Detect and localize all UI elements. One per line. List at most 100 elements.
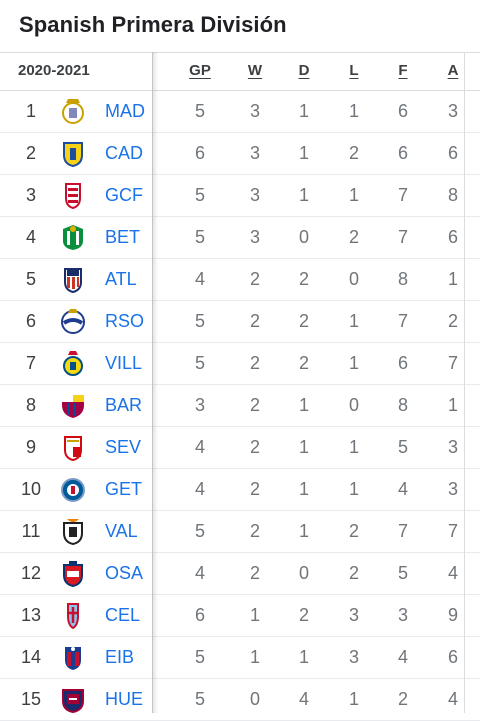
table-row[interactable]: 7 VILL 5 2 2 1 6 7 — [0, 342, 480, 385]
stat-l: 1 — [348, 101, 359, 121]
rank-cell: 11 — [21, 521, 41, 541]
rank-cell: 3 — [25, 185, 36, 205]
stat-a: 6 — [447, 143, 458, 163]
column-header-l[interactable]: L — [349, 62, 359, 79]
stat-d: 1 — [298, 521, 309, 541]
stat-l: 0 — [348, 395, 359, 415]
team-link[interactable]: GCF — [105, 185, 143, 205]
stat-d: 2 — [298, 311, 309, 331]
stat-gp: 4 — [194, 437, 205, 457]
table-row[interactable]: 10 GET 4 2 1 1 4 3 — [0, 468, 480, 511]
valencia-crest-icon — [63, 519, 83, 545]
column-header-f[interactable]: F — [398, 62, 408, 79]
table-row[interactable]: 11 VAL 5 2 1 2 7 7 — [0, 510, 480, 553]
stat-d: 4 — [298, 689, 309, 709]
stat-a: 7 — [447, 521, 458, 541]
stat-l: 1 — [348, 353, 359, 373]
stat-f: 7 — [397, 311, 408, 331]
column-header-w[interactable]: W — [247, 62, 263, 79]
team-link[interactable]: RSO — [105, 311, 145, 331]
team-link[interactable]: HUE — [105, 689, 144, 709]
stat-gp: 4 — [194, 479, 205, 499]
team-link[interactable]: EIB — [105, 647, 135, 667]
real-madrid-crest-icon — [62, 99, 84, 124]
stat-f: 7 — [397, 185, 408, 205]
stat-gp: 4 — [194, 269, 205, 289]
stat-w: 2 — [249, 437, 260, 457]
stat-d: 1 — [298, 437, 309, 457]
rank-cell: 5 — [25, 269, 36, 289]
cadiz-crest-icon — [63, 142, 83, 167]
stat-gp: 5 — [194, 227, 205, 247]
column-header-a[interactable]: A — [447, 62, 459, 79]
rank-cell: 9 — [25, 437, 36, 457]
stat-f: 4 — [397, 647, 408, 667]
stat-gp: 5 — [194, 311, 205, 331]
team-link[interactable]: VILL — [105, 353, 143, 373]
stat-w: 1 — [249, 605, 260, 625]
team-link[interactable]: ATL — [105, 269, 137, 289]
stat-gp: 5 — [194, 353, 205, 373]
column-header-d[interactable]: D — [298, 62, 310, 79]
stat-gp: 3 — [194, 395, 205, 415]
stat-a: 3 — [447, 479, 458, 499]
stat-gp: 5 — [194, 521, 205, 541]
table-row[interactable]: 12 OSA 4 2 0 2 5 4 — [0, 552, 480, 595]
stat-w: 0 — [249, 689, 260, 709]
stat-l: 1 — [348, 479, 359, 499]
page-title: Spanish Primera División — [19, 12, 287, 37]
table-row[interactable]: 14 EIB 5 1 1 3 4 6 — [0, 636, 480, 679]
team-link[interactable]: MAD — [105, 101, 145, 121]
stat-f: 2 — [397, 689, 408, 709]
stat-l: 2 — [348, 521, 359, 541]
barcelona-crest-icon — [62, 395, 84, 418]
stat-d: 1 — [298, 647, 309, 667]
stat-a: 9 — [447, 605, 458, 625]
stat-gp: 5 — [194, 101, 205, 121]
table-row[interactable]: 4 BET 5 3 0 2 7 6 — [0, 216, 480, 259]
team-link[interactable]: CAD — [105, 143, 144, 163]
rank-cell: 2 — [25, 143, 36, 163]
atletico-crest-icon — [64, 268, 82, 293]
rank-cell: 1 — [25, 101, 36, 121]
team-link[interactable]: SEV — [105, 437, 142, 457]
sevilla-crest-icon — [64, 436, 82, 461]
table-row[interactable]: 15 HUE 5 0 4 1 2 4 — [0, 678, 480, 721]
standings-table — [0, 52, 480, 714]
getafe-crest-icon — [61, 478, 85, 502]
rank-cell: 15 — [20, 689, 42, 709]
stat-w: 1 — [249, 647, 260, 667]
stat-d: 1 — [298, 395, 309, 415]
table-row[interactable]: 13 CEL 6 1 2 3 3 9 — [0, 594, 480, 637]
stat-a: 4 — [447, 689, 458, 709]
stat-w: 2 — [249, 269, 260, 289]
table-row[interactable]: 5 ATL 4 2 2 0 8 1 — [0, 258, 480, 301]
table-row[interactable]: 9 SEV 4 2 1 1 5 3 — [0, 426, 480, 469]
team-link[interactable]: BET — [105, 227, 141, 247]
team-link[interactable]: BAR — [105, 395, 143, 415]
stat-gp: 4 — [194, 563, 205, 583]
huesca-crest-icon — [62, 689, 84, 713]
stat-w: 2 — [249, 353, 260, 373]
table-row[interactable]: 2 CAD 6 3 1 2 6 6 — [0, 132, 480, 175]
column-header-gp[interactable]: GP — [189, 62, 211, 79]
stat-a: 6 — [447, 227, 458, 247]
table-row[interactable]: 3 GCF 5 3 1 1 7 8 — [0, 174, 480, 217]
team-link[interactable]: OSA — [105, 563, 144, 583]
team-link[interactable]: VAL — [105, 521, 138, 541]
stat-gp: 5 — [194, 689, 205, 709]
stat-gp: 6 — [194, 143, 205, 163]
team-link[interactable]: CEL — [105, 605, 141, 625]
stat-a: 4 — [447, 563, 458, 583]
stat-d: 2 — [298, 353, 309, 373]
stat-f: 5 — [397, 437, 408, 457]
table-row[interactable]: 1 MAD 5 3 1 1 6 3 — [0, 90, 480, 133]
stat-d: 0 — [298, 227, 309, 247]
stat-d: 2 — [298, 269, 309, 289]
team-link[interactable]: GET — [105, 479, 143, 499]
stat-l: 0 — [348, 269, 359, 289]
table-row[interactable]: 6 RSO 5 2 2 1 7 2 — [0, 300, 480, 343]
real-sociedad-crest-icon — [61, 309, 85, 334]
table-row[interactable]: 8 BAR 3 2 1 0 8 1 — [0, 384, 480, 427]
stat-a: 8 — [447, 185, 458, 205]
